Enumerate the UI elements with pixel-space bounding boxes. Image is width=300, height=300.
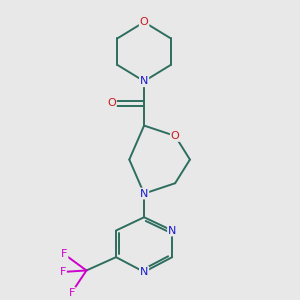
Text: N: N: [140, 267, 148, 277]
Text: F: F: [61, 249, 68, 259]
Text: N: N: [168, 226, 176, 236]
Text: O: O: [171, 131, 179, 141]
Text: F: F: [60, 267, 66, 277]
Text: N: N: [140, 189, 148, 199]
Text: O: O: [140, 17, 148, 27]
Text: N: N: [140, 76, 148, 86]
Text: F: F: [68, 288, 75, 298]
Text: O: O: [107, 98, 116, 108]
